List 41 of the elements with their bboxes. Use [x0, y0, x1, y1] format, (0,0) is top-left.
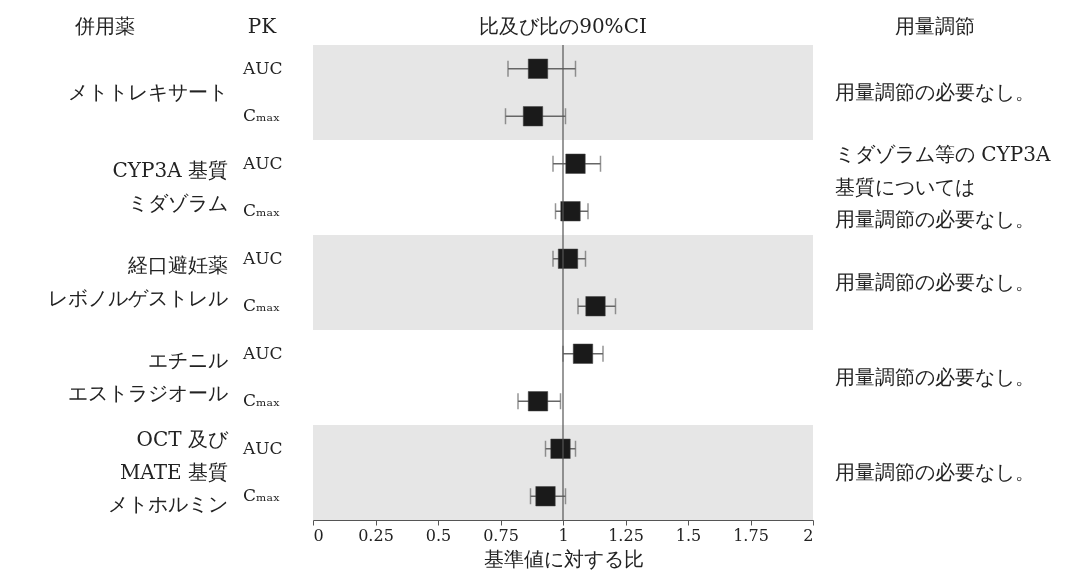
y-tick-label: Cₘₐₓ	[243, 295, 281, 316]
y-tick-label: AUC	[242, 152, 283, 173]
x-tick-label: 2	[803, 525, 814, 545]
x-tick-label: 1.5	[675, 525, 702, 545]
text: 基質については	[835, 174, 975, 199]
text: エストラジオール	[68, 380, 228, 405]
text: 経口避妊薬	[127, 253, 228, 278]
x-tick-label: 1	[558, 525, 569, 545]
text: メトトレキサート	[68, 79, 228, 104]
text: 用量調節の必要なし。	[835, 459, 1035, 484]
x-tick-label: 0	[313, 525, 324, 545]
text: レボノルゲストレル	[48, 285, 228, 310]
text: PK	[247, 14, 278, 38]
text: 用量調節の必要なし。	[835, 79, 1035, 104]
text: エチニル	[148, 348, 228, 373]
text: CYP3A 基質	[112, 158, 228, 183]
text: 用量調節の必要なし。	[835, 206, 1035, 231]
y-tick-label: AUC	[242, 437, 283, 458]
text: 用量調節の必要なし。	[835, 364, 1035, 389]
y-tick-label: AUC	[242, 342, 283, 363]
y-tick-label: Cₘₐₓ	[243, 485, 281, 506]
text: 併用薬	[74, 14, 135, 38]
text: メトホルミン	[108, 491, 228, 516]
y-tick-label: Cₘₐₓ	[243, 105, 281, 126]
text: 用量調節の必要なし。	[835, 269, 1035, 294]
text: MATE 基質	[119, 459, 228, 484]
x-tick-label: 1.75	[733, 525, 769, 545]
x-axis-title: 基準値に対する比	[483, 546, 644, 571]
x-tick-label: 0.5	[425, 525, 452, 545]
text: ミダゾラム等の CYP3A	[835, 142, 1052, 167]
y-tick-label: Cₘₐₓ	[243, 200, 281, 221]
text: ミダゾラム	[128, 190, 228, 215]
text: OCT 及び	[136, 427, 229, 452]
x-tick-label: 0.25	[358, 525, 394, 545]
x-tick-label: 0.75	[483, 525, 519, 545]
chart-title: 比及び比の90%CI	[479, 14, 647, 38]
text: 用量調節	[895, 14, 975, 38]
x-tick-label: 1.25	[608, 525, 644, 545]
y-tick-label: AUC	[242, 247, 283, 268]
y-tick-label: Cₘₐₓ	[243, 390, 281, 411]
y-tick-label: AUC	[242, 57, 283, 78]
